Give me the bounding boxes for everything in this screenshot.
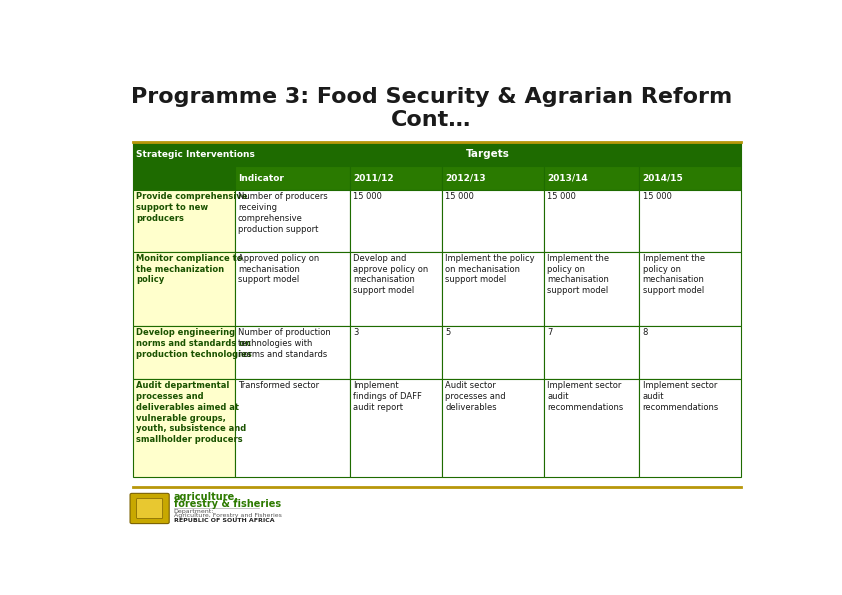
Text: Agriculture, Forestry and Fisheries: Agriculture, Forestry and Fisheries [173,513,281,518]
Text: 2011/12: 2011/12 [353,174,394,183]
Bar [235,252,350,326]
Bar [235,379,350,477]
Text: 8: 8 [642,328,648,337]
Text: agriculture,: agriculture, [173,491,239,502]
FancyBboxPatch shape [130,493,169,524]
Text: 7: 7 [547,328,552,337]
Bar [544,166,639,190]
Bar [235,190,350,252]
Text: Number of producers
receiving
comprehensive
production support: Number of producers receiving comprehens… [238,192,328,234]
Bar [639,190,742,252]
Text: Develop and
approve policy on
mechanisation
support model: Develop and approve policy on mechanisat… [353,254,429,295]
Bar [442,252,544,326]
Text: 15 000: 15 000 [353,192,382,201]
Text: Department:: Department: [173,509,214,513]
Bar [442,379,544,477]
Bar [133,252,235,326]
Text: 15 000: 15 000 [642,192,672,201]
Text: Programme 3: Food Security & Agrarian Reform: Programme 3: Food Security & Agrarian Re… [131,87,733,107]
Bar [350,326,442,379]
Bar [235,166,350,190]
Bar [639,166,742,190]
Bar [544,252,639,326]
Bar [442,190,544,252]
Text: 5: 5 [445,328,450,337]
Bar [544,379,639,477]
Text: Targets: Targets [466,149,510,159]
Bar [544,326,639,379]
Text: Implement sector
audit
recommendations: Implement sector audit recommendations [547,381,624,412]
Text: Strategic Interventions: Strategic Interventions [136,150,255,159]
Text: Cont…: Cont… [392,111,472,130]
Text: REPUBLIC OF SOUTH AFRICA: REPUBLIC OF SOUTH AFRICA [173,518,274,523]
Text: 2014/15: 2014/15 [642,174,684,183]
Bar [350,190,442,252]
Bar [639,379,742,477]
Bar [639,326,742,379]
Text: Develop engineering
norms and standards on
production technologies: Develop engineering norms and standards … [136,328,252,359]
Text: Audit sector
processes and
deliverables: Audit sector processes and deliverables [445,381,506,412]
Bar [442,166,544,190]
FancyBboxPatch shape [136,499,163,519]
Text: Approved policy on
mechanisation
support model: Approved policy on mechanisation support… [238,254,319,284]
Text: Provide comprehensive
support to new
producers: Provide comprehensive support to new pro… [136,192,248,223]
Bar [133,166,235,190]
Bar [133,142,235,166]
Bar [235,326,350,379]
Bar [639,252,742,326]
Text: Implement the policy
on mechanisation
support model: Implement the policy on mechanisation su… [445,254,535,284]
Text: Audit departmental
processes and
deliverables aimed at
vulnerable groups,
youth,: Audit departmental processes and deliver… [136,381,246,444]
Text: 3: 3 [353,328,359,337]
Text: Implement sector
audit
recommendations: Implement sector audit recommendations [642,381,719,412]
Text: 15 000: 15 000 [445,192,474,201]
Text: 15 000: 15 000 [547,192,576,201]
Text: Implement the
policy on
mechanisation
support model: Implement the policy on mechanisation su… [547,254,610,295]
Bar [350,379,442,477]
Bar [133,326,235,379]
Text: Implement the
policy on
mechanisation
support model: Implement the policy on mechanisation su… [642,254,705,295]
Text: 2012/13: 2012/13 [445,174,486,183]
Bar [133,379,235,477]
Text: forestry & fisheries: forestry & fisheries [173,499,281,509]
Bar [133,190,235,252]
Text: Monitor compliance to
the mechanization
policy: Monitor compliance to the mechanization … [136,254,242,284]
Text: Number of production
technologies with
norms and standards: Number of production technologies with n… [238,328,331,359]
Bar [350,252,442,326]
Bar [235,142,742,166]
Text: Transformed sector: Transformed sector [238,381,319,390]
Bar [544,190,639,252]
Text: Implement
findings of DAFF
audit report: Implement findings of DAFF audit report [353,381,422,412]
Text: Indicator: Indicator [238,174,284,183]
Bar [350,166,442,190]
Text: 2013/14: 2013/14 [547,174,588,183]
Bar [442,326,544,379]
